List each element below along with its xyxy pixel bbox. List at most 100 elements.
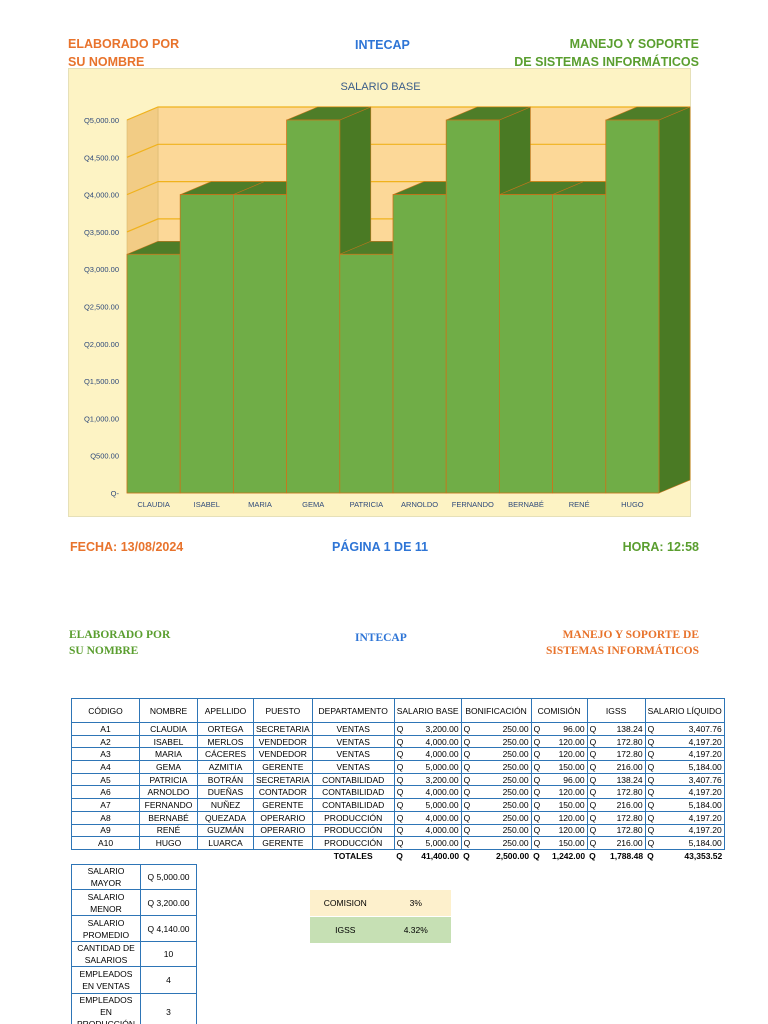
table-cell: MERLOS	[197, 734, 254, 749]
currency-symbol: Q	[463, 761, 471, 772]
y-tick-label: Q500.00	[90, 452, 119, 461]
currency-symbol: Q	[396, 774, 404, 785]
bar-front	[126, 253, 181, 494]
summary-value: 10	[140, 941, 197, 967]
currency-symbol: Q	[589, 723, 597, 734]
money-cell: Q 250.00	[460, 747, 532, 762]
commission-rate-value: 3%	[409, 898, 422, 908]
money-cell: Q 250.00	[460, 734, 532, 749]
bar	[605, 106, 691, 494]
x-tick-label: BERNABÉ	[508, 500, 544, 509]
money-cell: Q 4,197.20	[644, 785, 725, 800]
amount: 1,788.48	[609, 850, 644, 861]
course-heading: MANEJO Y SOPORTE DE SISTEMAS INFORMÁTICO…	[514, 35, 699, 71]
amount: 5,000.00	[425, 761, 459, 772]
column-header: BONIFICACIÓN	[460, 698, 532, 723]
empty-cell	[140, 849, 198, 862]
amount: 4,000.00	[425, 736, 459, 747]
currency-symbol: Q	[589, 787, 597, 798]
course-line-1: MANEJO Y SOPORTE DE	[562, 629, 699, 641]
table-cell: OPERARIO	[253, 823, 313, 838]
currency-symbol: Q	[463, 850, 470, 861]
column-header: COMISIÓN	[530, 698, 588, 723]
table-cell: SECRETARIA	[253, 772, 313, 787]
amount: 5,184.00	[688, 838, 722, 849]
amount: 96.00	[563, 774, 585, 785]
money-cell: Q 5,184.00	[644, 760, 725, 774]
amount: 1,242.00	[551, 850, 586, 861]
currency-symbol: Q	[647, 761, 655, 772]
bar-front	[232, 194, 287, 494]
currency-symbol: Q	[647, 749, 655, 760]
course-line-2: DE SISTEMAS INFORMÁTICOS	[514, 55, 699, 69]
table-cell: A1	[71, 722, 140, 736]
empty-cell	[198, 849, 254, 862]
table-cell: GEMA	[139, 760, 198, 774]
currency-symbol: Q	[396, 723, 404, 734]
amount: 3,200.00	[425, 723, 459, 734]
money-cell: Q 3,200.00	[393, 722, 462, 736]
summary-value: Q 3,200.00	[140, 889, 197, 916]
currency-symbol: Q	[589, 850, 596, 861]
table-cell: CLAUDIA	[139, 722, 198, 736]
x-tick-label: FERNANDO	[452, 500, 494, 509]
currency-symbol: Q	[589, 749, 597, 760]
money-cell: Q 250.00	[460, 785, 532, 800]
amount: 120.00	[558, 749, 585, 760]
course-line-1: MANEJO Y SOPORTE	[569, 37, 699, 51]
table-cell: GERENTE	[253, 798, 313, 812]
money-cell: Q 3,407.76	[644, 772, 725, 787]
money-cell: Q 4,000.00	[393, 747, 462, 762]
table-cell: MARIA	[139, 747, 198, 762]
bar-front	[179, 194, 234, 494]
currency-symbol: Q	[533, 787, 541, 798]
total-cell: Q 1,788.48	[587, 849, 645, 862]
money-cell: Q 172.80	[586, 785, 646, 800]
table-row: A7 FERNANDO NUÑEZ GERENTE CONTABILIDAD Q 5,000…	[71, 798, 725, 812]
amount: 250.00	[502, 749, 529, 760]
summary-label: CANTIDAD DE SALARIOS	[71, 941, 141, 967]
org-heading: INTECAP	[355, 38, 410, 52]
payroll-table: CÓDIGO NOMBRE APELLIDO PUESTO DEPARTAMENTO SA…	[71, 698, 725, 862]
amount: 250.00	[502, 736, 529, 747]
table-cell: DUEÑAS	[197, 785, 254, 800]
empty-cell	[254, 849, 313, 862]
table-row: A4 GEMA AZMITIA GERENTE VENTAS Q 5,000.00 Q 250.…	[71, 760, 725, 774]
money-cell: Q 3,200.00	[393, 772, 462, 787]
money-cell: Q 250.00	[460, 836, 532, 850]
money-cell: Q 216.00	[586, 798, 646, 812]
table-cell: PRODUCCIÓN	[311, 836, 395, 850]
money-cell: Q 138.24	[586, 772, 646, 787]
money-cell: Q 4,000.00	[393, 823, 462, 838]
money-cell: Q 250.00	[460, 722, 532, 736]
currency-symbol: Q	[647, 723, 655, 734]
table-cell: CONTADOR	[253, 785, 313, 800]
summary-value: 3	[140, 993, 197, 1024]
column-header: DEPARTAMENTO	[311, 698, 395, 723]
summary-row: CANTIDAD DE SALARIOS 10	[71, 941, 197, 967]
table-cell: VENTAS	[311, 722, 395, 736]
chart-canvas: SALARIO BASE Q- Q500.00 Q1,000.00 Q1,500.00 Q…	[84, 81, 691, 509]
currency-symbol: Q	[396, 749, 404, 760]
amount: 150.00	[558, 799, 585, 810]
summary-row: SALARIO MAYOR Q 5,000.00	[71, 864, 197, 890]
currency-symbol: Q	[589, 812, 597, 823]
total-cell: Q 2,500.00	[461, 849, 531, 862]
bar-front	[339, 253, 394, 494]
amount: 250.00	[502, 774, 529, 785]
summary-row: EMPLEADOS EN PRODUCCIÓN 3	[71, 993, 197, 1024]
amount: 138.24	[616, 723, 643, 734]
x-tick-label: RENÉ	[569, 500, 590, 509]
amount: 250.00	[502, 838, 529, 849]
currency-symbol: Q	[647, 812, 655, 823]
currency-symbol: Q	[396, 761, 404, 772]
column-header: PUESTO	[253, 698, 313, 723]
table-cell: RENÉ	[139, 823, 198, 838]
table-cell: A10	[71, 836, 140, 850]
summary-value: 4	[140, 966, 197, 994]
currency-symbol: Q	[463, 736, 471, 747]
amount: 4,000.00	[425, 812, 459, 823]
amount: 172.80	[616, 749, 643, 760]
money-cell: Q 250.00	[460, 772, 532, 787]
table-row: A3 MARIA CÁCERES VENDEDOR VENTAS Q 4,000.00 Q 25…	[71, 747, 725, 762]
